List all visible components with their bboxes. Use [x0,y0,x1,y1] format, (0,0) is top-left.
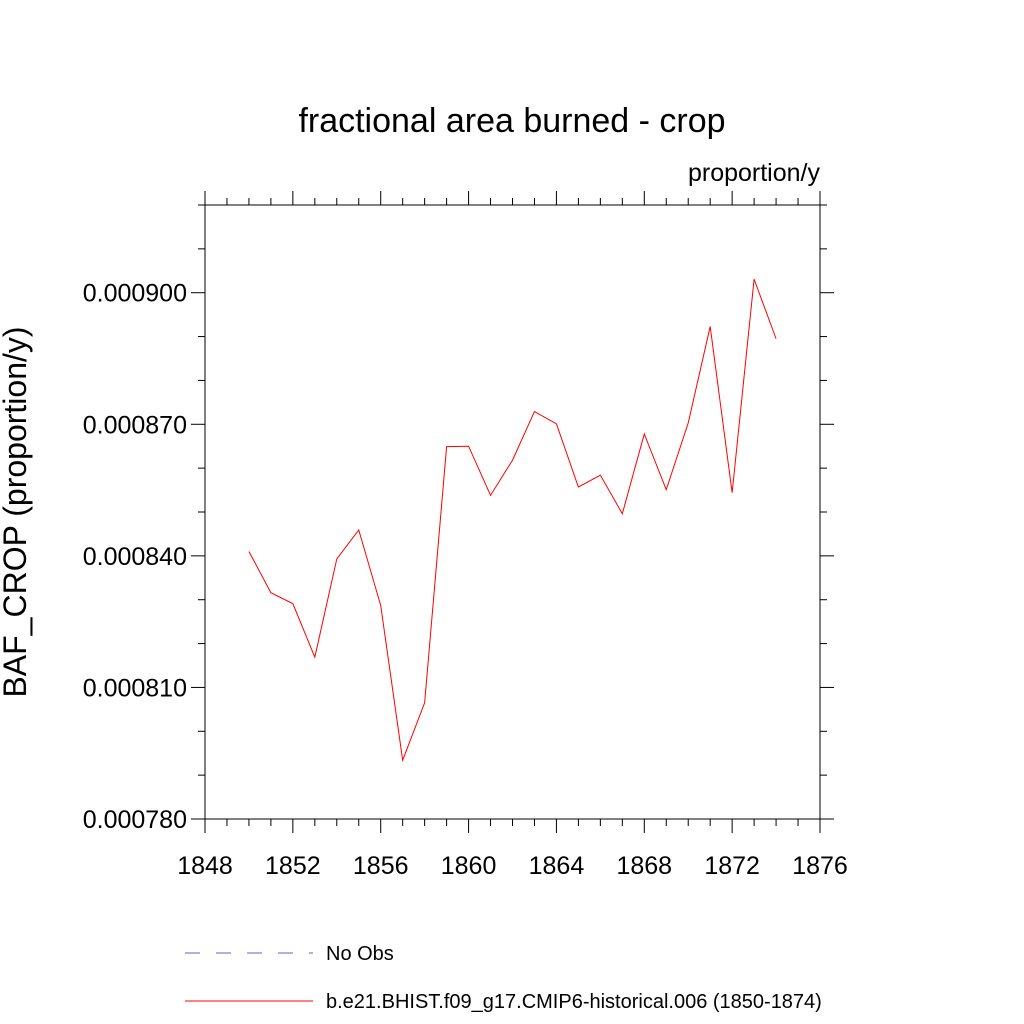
x-tick-label: 1860 [441,852,497,880]
y-tick-label: 0.000900 [83,280,187,308]
x-tick-label: 1876 [792,852,848,880]
y-tick-label: 0.000840 [83,543,187,571]
x-tick-label: 1856 [353,852,409,880]
axis-ticks: 1848 1852 1856 1860 1864 1868 1872 1876 0.000780… [83,191,848,880]
y-tick-label: 0.000780 [83,806,187,834]
units-label: proportion/y [688,159,821,187]
y-tick-label: 0.000870 [83,411,187,439]
x-tick-label: 1848 [177,852,233,880]
series-line [248,278,777,763]
legend-label: No Obs [326,943,394,965]
y-axis-label: BAF_CROP (proportion/y) [0,326,33,697]
legend-label: b.e21.BHIST.f09_g17.CMIP6-historical.006… [326,991,822,1013]
y-tick-label: 0.000810 [83,674,187,702]
x-tick-label: 1872 [704,852,760,880]
x-tick-label: 1868 [616,852,672,880]
legend: No Obs b.e21.BHIST.f09_g17.CMIP6-historic… [185,943,822,1013]
x-tick-label: 1864 [529,852,585,880]
data-series [248,278,777,763]
chart-title: fractional area burned - crop [298,102,725,140]
plot-frame [204,204,821,820]
x-tick-label: 1852 [265,852,321,880]
